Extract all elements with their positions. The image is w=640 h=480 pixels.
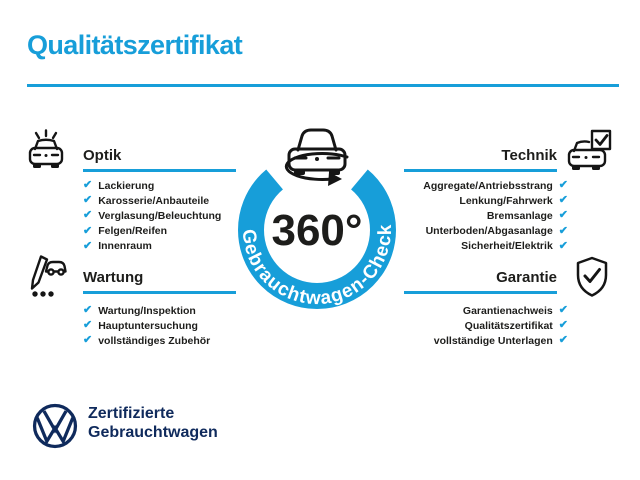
check-icon: ✔ — [83, 304, 93, 317]
item-label: Bremsanlage — [486, 209, 553, 222]
check-icon: ✔ — [558, 319, 568, 332]
item-label: Felgen/Reifen — [98, 225, 168, 238]
list-item: Lenkung/Fahrwerk ✔ — [459, 193, 568, 208]
list-item: ✔ Innenraum — [83, 239, 221, 254]
item-label: Karosserie/Anbauteile — [98, 194, 210, 207]
item-label: Lackierung — [98, 179, 155, 192]
check-icon: ✔ — [83, 334, 93, 347]
car-360-rotate-icon — [284, 128, 349, 186]
check-icon: ✔ — [558, 209, 568, 222]
list-item: ✔ Lackierung — [83, 178, 221, 193]
item-label: Wartung/Inspektion — [98, 304, 196, 317]
check-icon: ✔ — [83, 179, 93, 192]
footer-claim-line1: Zertifizierte — [88, 405, 175, 422]
list-item: Qualitätszertifikat ✔ — [465, 318, 568, 333]
item-label: vollständiges Zubehör — [98, 334, 211, 347]
list-item: ✔ Felgen/Reifen — [83, 224, 221, 239]
garantie-item-list: Garantienachweis ✔ Qualitätszertifikat ✔ v… — [434, 303, 568, 349]
item-label: vollständige Unterlagen — [433, 334, 553, 347]
section-rule-garantie — [404, 291, 557, 294]
car-checkbox-icon — [567, 128, 613, 174]
service-checklist-icon — [21, 252, 69, 300]
check-icon: ✔ — [83, 239, 93, 252]
footer-claim-line2: Gebrauchtwagen — [88, 423, 218, 441]
item-label: Sicherheit/Elektrik — [461, 240, 553, 253]
section-title-garantie: Garantie — [496, 269, 557, 286]
list-item: Bremsanlage ✔ — [487, 208, 568, 223]
list-item: ✔ Verglasung/Beleuchtung — [83, 208, 221, 223]
gebrauchtwagen-check-badge: Gebrauchtwagen-Check 360° — [232, 108, 402, 318]
list-item: vollständige Unterlagen ✔ — [434, 333, 568, 348]
list-item: ✔ Karosserie/Anbauteile — [83, 193, 221, 208]
check-icon: ✔ — [558, 224, 568, 237]
optik-item-list: ✔ Lackierung ✔ Karosserie/Anbauteile ✔ Verg… — [83, 178, 221, 254]
footer-claim: Zertifizierte Gebrauchtwagen — [88, 405, 218, 442]
check-icon: ✔ — [558, 334, 568, 347]
list-item: Aggregate/Antriebsstrang ✔ — [423, 178, 568, 193]
page-title: Qualitätszertifikat — [27, 30, 243, 60]
list-item: Garantienachweis ✔ — [463, 303, 568, 318]
check-icon: ✔ — [558, 304, 568, 317]
item-label: Aggregate/Antriebsstrang — [423, 179, 553, 192]
title-rule — [27, 84, 619, 87]
center-value: 360° — [271, 206, 362, 255]
list-item: ✔ Wartung/Inspektion — [83, 303, 210, 318]
section-rule-technik — [404, 169, 557, 172]
section-title-optik: Optik — [83, 147, 122, 164]
vw-logo — [31, 402, 79, 450]
car-shine-icon — [24, 128, 68, 172]
section-title-technik: Technik — [501, 147, 557, 164]
check-icon: ✔ — [558, 179, 568, 192]
item-label: Hauptuntersuchung — [98, 319, 198, 332]
item-label: Unterboden/Abgasanlage — [425, 225, 553, 238]
check-icon: ✔ — [83, 194, 93, 207]
item-label: Lenkung/Fahrwerk — [459, 194, 553, 207]
section-rule-optik — [83, 169, 236, 172]
technik-item-list: Aggregate/Antriebsstrang ✔ Lenkung/Fahrwe… — [423, 178, 568, 254]
item-label: Qualitätszertifikat — [464, 319, 553, 332]
check-icon: ✔ — [83, 319, 93, 332]
shield-check-icon — [570, 255, 614, 299]
item-label: Innenraum — [98, 240, 152, 253]
wartung-item-list: ✔ Wartung/Inspektion ✔ Hauptuntersuchung ✔… — [83, 303, 210, 349]
check-icon: ✔ — [83, 224, 93, 237]
list-item: ✔ vollständiges Zubehör — [83, 333, 210, 348]
item-label: Verglasung/Beleuchtung — [98, 209, 222, 222]
check-icon: ✔ — [558, 194, 568, 207]
list-item: Unterboden/Abgasanlage ✔ — [426, 224, 568, 239]
list-item: ✔ Hauptuntersuchung — [83, 318, 210, 333]
check-icon: ✔ — [558, 239, 568, 252]
section-rule-wartung — [83, 291, 236, 294]
list-item: Sicherheit/Elektrik ✔ — [461, 239, 568, 254]
item-label: Garantienachweis — [462, 304, 553, 317]
section-title-wartung: Wartung — [83, 269, 144, 286]
check-icon: ✔ — [83, 209, 93, 222]
